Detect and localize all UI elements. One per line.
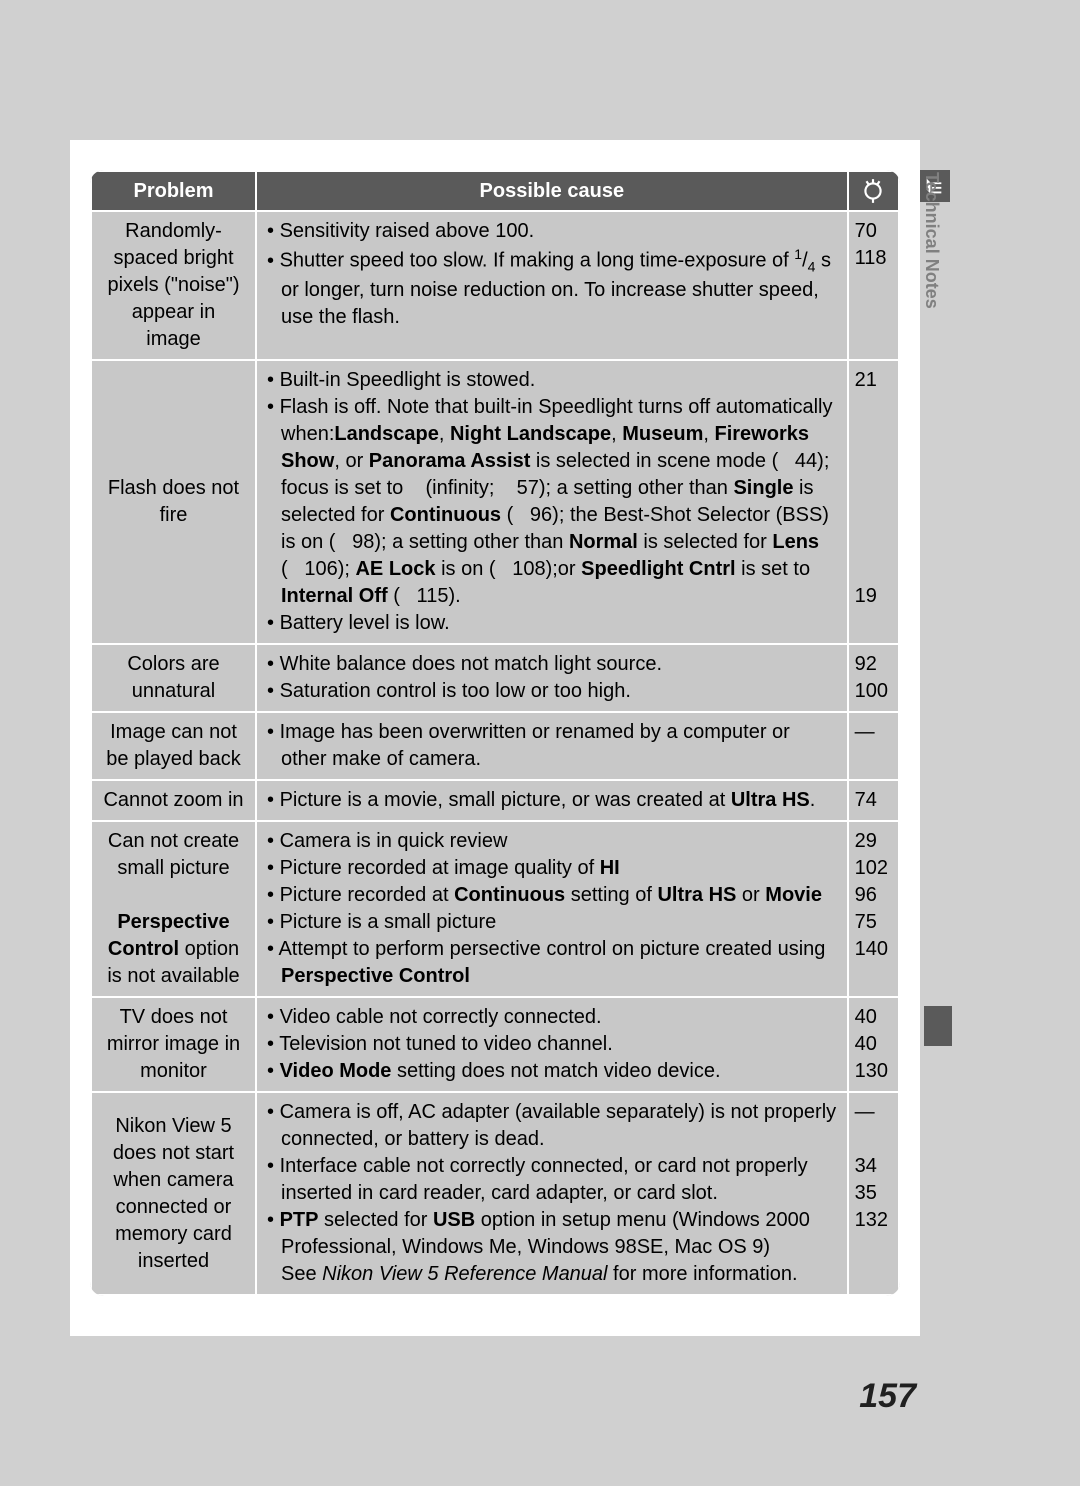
problem-cell: Colors are unnatural <box>91 644 256 712</box>
cause-cell: Picture is a movie, small picture, or wa… <box>256 780 848 821</box>
problem-cell: TV does not mirror image in monitor <box>91 997 256 1092</box>
troubleshooting-table: Problem Possible cause Randomly-spaced b… <box>90 170 900 1296</box>
cause-cell: Built-in Speedlight is stowed.Flash is o… <box>256 360 848 644</box>
table-header-row: Problem Possible cause <box>91 171 899 211</box>
page-ref-cell: 291029675140 <box>848 821 899 997</box>
cause-cell: Camera is in quick reviewPicture recorde… <box>256 821 848 997</box>
page-ref-cell: 4040130 <box>848 997 899 1092</box>
table-row: Image can not be played backImage has be… <box>91 712 899 780</box>
page-ref-cell: 21 19 <box>848 360 899 644</box>
header-cause: Possible cause <box>256 171 848 211</box>
page-ref-cell: 70118 <box>848 211 899 360</box>
header-problem: Problem <box>91 171 256 211</box>
side-tab-label: Technical Notes <box>921 172 942 309</box>
problem-cell: Can not create small picturePerspective … <box>91 821 256 997</box>
problem-cell: Nikon View 5 does not start when camera … <box>91 1092 256 1295</box>
table-row: TV does not mirror image in monitorVideo… <box>91 997 899 1092</box>
problem-cell: Randomly-spaced bright pixels ("noise") … <box>91 211 256 360</box>
table-row: Randomly-spaced bright pixels ("noise") … <box>91 211 899 360</box>
page-ref-cell: 92100 <box>848 644 899 712</box>
cause-cell: Camera is off, AC adapter (available sep… <box>256 1092 848 1295</box>
table-row: Nikon View 5 does not start when camera … <box>91 1092 899 1295</box>
page-reference-icon <box>860 178 886 204</box>
problem-cell: Cannot zoom in <box>91 780 256 821</box>
cause-cell: Sensitivity raised above 100.Shutter spe… <box>256 211 848 360</box>
cause-cell: Video cable not correctly connected.Tele… <box>256 997 848 1092</box>
problem-cell: Flash does not fire <box>91 360 256 644</box>
cause-cell: White balance does not match light sourc… <box>256 644 848 712</box>
page-number: 157 <box>859 1377 916 1416</box>
table-row: Flash does not fireBuilt-in Speedlight i… <box>91 360 899 644</box>
table-row: Can not create small picturePerspective … <box>91 821 899 997</box>
page-ref-cell: — 3435132 <box>848 1092 899 1295</box>
table-body: Randomly-spaced bright pixels ("noise") … <box>91 211 899 1295</box>
side-marker <box>924 1006 952 1046</box>
page-ref-cell: — <box>848 712 899 780</box>
cause-cell: Image has been overwritten or renamed by… <box>256 712 848 780</box>
table-row: Colors are unnaturalWhite balance does n… <box>91 644 899 712</box>
page-ref-cell: 74 <box>848 780 899 821</box>
header-page-icon <box>848 171 899 211</box>
problem-cell: Image can not be played back <box>91 712 256 780</box>
troubleshooting-table-wrapper: Problem Possible cause Randomly-spaced b… <box>90 170 900 1296</box>
table-row: Cannot zoom inPicture is a movie, small … <box>91 780 899 821</box>
page-container: Problem Possible cause Randomly-spaced b… <box>70 140 920 1336</box>
